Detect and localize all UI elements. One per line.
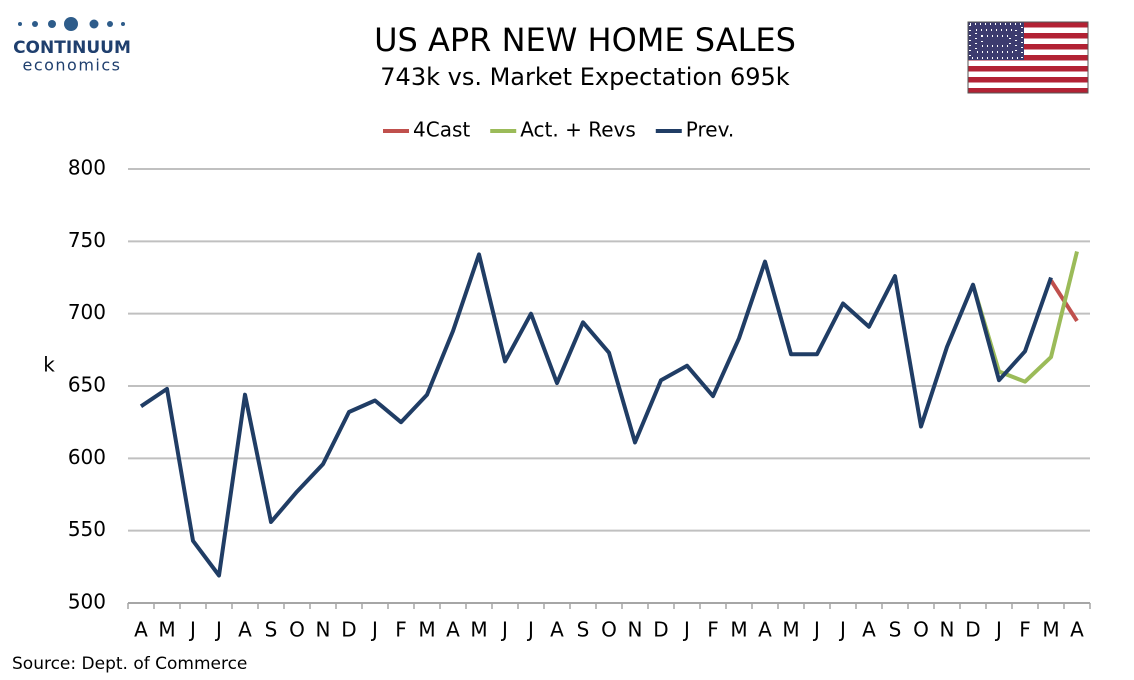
x-tick-label: O bbox=[289, 618, 305, 642]
x-tick-label: M bbox=[158, 618, 175, 642]
y-tick-label: 550 bbox=[68, 517, 106, 541]
x-tick-label: A bbox=[238, 618, 252, 642]
chart-subtitle: 743k vs. Market Expectation 695k bbox=[380, 63, 790, 91]
x-tick-label: N bbox=[316, 618, 331, 642]
series-line bbox=[139, 252, 1053, 578]
x-tick-label: J bbox=[188, 618, 196, 642]
x-tick-label: N bbox=[940, 618, 955, 642]
brand-sub: economics bbox=[22, 56, 121, 75]
logo-dots bbox=[18, 17, 125, 31]
x-tick-label: O bbox=[913, 618, 929, 642]
x-tick-label: M bbox=[470, 618, 487, 642]
y-tick-label: 500 bbox=[68, 590, 106, 614]
chart-title: US APR NEW HOME SALES bbox=[374, 21, 796, 59]
y-tick-label: 600 bbox=[68, 445, 106, 469]
y-tick-label: 750 bbox=[68, 228, 106, 252]
x-tick-label: A bbox=[134, 618, 148, 642]
x-tick-label: F bbox=[707, 618, 719, 642]
x-tick-label: M bbox=[782, 618, 799, 642]
x-tick-label: J bbox=[994, 618, 1002, 642]
x-tick-label: A bbox=[1070, 618, 1084, 642]
x-tick-label: J bbox=[838, 618, 846, 642]
x-tick-label: J bbox=[526, 618, 534, 642]
y-tick-label: 650 bbox=[68, 373, 106, 397]
y-axis-label: k bbox=[43, 353, 55, 377]
x-tick-label: J bbox=[214, 618, 222, 642]
x-tick-label: D bbox=[965, 618, 980, 642]
legend-label: Prev. bbox=[686, 118, 734, 142]
x-tick-label: S bbox=[577, 618, 590, 642]
x-tick-label: J bbox=[812, 618, 820, 642]
legend-label: 4Cast bbox=[413, 118, 470, 142]
flag bbox=[967, 21, 1089, 94]
x-tick-label: J bbox=[500, 618, 508, 642]
x-tick-label: A bbox=[446, 618, 460, 642]
x-tick-label: D bbox=[341, 618, 356, 642]
x-tick-label: J bbox=[370, 618, 378, 642]
x-tick-label: M bbox=[1042, 618, 1059, 642]
source: Source: Dept. of Commerce bbox=[12, 654, 247, 674]
y-tick-label: 700 bbox=[68, 300, 106, 324]
x-tick-label: S bbox=[265, 618, 278, 642]
x-tick-label: O bbox=[601, 618, 617, 642]
brand: CONTINUUM bbox=[13, 38, 131, 58]
x-tick-label: A bbox=[758, 618, 772, 642]
x-tick-label: M bbox=[418, 618, 435, 642]
x-tick-label: A bbox=[862, 618, 876, 642]
x-tick-label: F bbox=[395, 618, 407, 642]
x-tick-label: N bbox=[628, 618, 643, 642]
x-tick-label: S bbox=[889, 618, 902, 642]
series-line bbox=[971, 251, 1079, 384]
y-tick-label: 800 bbox=[68, 156, 106, 180]
x-tick-label: J bbox=[682, 618, 690, 642]
x-tick-label: D bbox=[653, 618, 668, 642]
x-tick-label: M bbox=[730, 618, 747, 642]
x-tick-label: F bbox=[1019, 618, 1031, 642]
x-tick-label: A bbox=[550, 618, 564, 642]
legend-label: Act. + Revs bbox=[520, 118, 636, 142]
